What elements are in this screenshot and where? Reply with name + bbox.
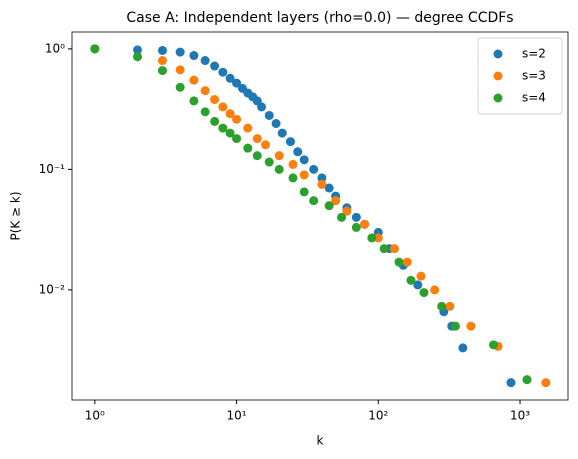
point — [288, 173, 298, 183]
point — [324, 201, 334, 211]
point — [175, 82, 185, 92]
point — [373, 233, 383, 243]
legend-box — [477, 37, 563, 115]
point — [489, 340, 499, 350]
point — [225, 109, 235, 119]
point — [257, 102, 267, 112]
point — [416, 271, 426, 281]
point — [252, 151, 262, 161]
point — [271, 119, 281, 129]
point — [317, 179, 327, 189]
point — [331, 196, 341, 206]
y-tick-label: 10⁻² — [39, 282, 66, 296]
point — [175, 47, 185, 57]
point — [189, 75, 199, 85]
y-tick-label: 10⁻¹ — [39, 162, 66, 176]
legend-label: s=2 — [522, 47, 546, 61]
x-tick-label: 10⁰ — [85, 409, 105, 423]
point — [450, 321, 460, 331]
point — [232, 114, 242, 124]
point — [274, 164, 284, 174]
x-axis-label: k — [317, 434, 324, 448]
point — [232, 78, 242, 88]
point — [324, 183, 334, 193]
point — [309, 164, 319, 174]
point — [406, 275, 416, 285]
plot-frame — [71, 31, 569, 401]
chart-title: Case A: Independent layers (rho=0.0) — d… — [126, 10, 513, 26]
legend-marker — [493, 93, 503, 103]
point — [261, 140, 271, 150]
point — [541, 378, 551, 388]
point — [157, 66, 167, 76]
point — [293, 147, 303, 157]
point — [225, 128, 235, 138]
point — [342, 206, 352, 216]
point — [299, 155, 309, 165]
point — [175, 65, 185, 75]
point — [277, 128, 287, 138]
point — [379, 244, 389, 254]
point — [466, 321, 476, 331]
point — [522, 375, 532, 385]
point — [402, 257, 412, 267]
point — [437, 301, 447, 311]
point — [189, 51, 199, 61]
point — [389, 244, 399, 254]
point — [200, 86, 210, 96]
point — [218, 67, 228, 77]
point — [367, 233, 377, 243]
point — [225, 73, 235, 83]
point — [458, 343, 468, 353]
point — [200, 107, 210, 117]
point — [133, 45, 143, 55]
legend-marker — [493, 71, 503, 81]
point — [210, 61, 220, 71]
point — [218, 102, 228, 112]
point — [90, 44, 100, 54]
x-tick-label: 10¹ — [227, 409, 247, 423]
point — [274, 151, 284, 161]
point — [210, 116, 220, 126]
point — [218, 123, 228, 133]
point — [506, 378, 516, 388]
point — [299, 187, 309, 197]
point — [157, 56, 167, 66]
point — [317, 173, 327, 183]
point — [413, 280, 423, 290]
point — [337, 212, 347, 222]
point — [264, 110, 274, 120]
point — [157, 45, 167, 55]
point — [288, 159, 298, 169]
point — [200, 56, 210, 66]
point — [430, 285, 440, 295]
point — [243, 143, 253, 153]
point — [243, 123, 253, 133]
point — [264, 157, 274, 167]
point — [252, 134, 262, 144]
point — [351, 212, 361, 222]
y-axis-label: P(K ≥ k) — [9, 191, 23, 240]
point — [309, 196, 319, 206]
point — [360, 219, 370, 229]
legend-label: s=4 — [522, 91, 546, 105]
point — [285, 137, 295, 147]
point — [445, 301, 455, 311]
point — [189, 96, 199, 106]
point — [299, 170, 309, 180]
x-tick-label: 10² — [368, 409, 388, 423]
point — [351, 222, 361, 232]
point — [232, 134, 242, 144]
legend-marker — [493, 49, 503, 59]
point — [133, 52, 143, 62]
y-tick-label: 10⁰ — [45, 41, 65, 55]
x-tick-label: 10³ — [510, 409, 530, 423]
point — [210, 95, 220, 105]
point — [419, 288, 429, 298]
point — [394, 257, 404, 267]
legend-label: s=3 — [522, 69, 546, 83]
